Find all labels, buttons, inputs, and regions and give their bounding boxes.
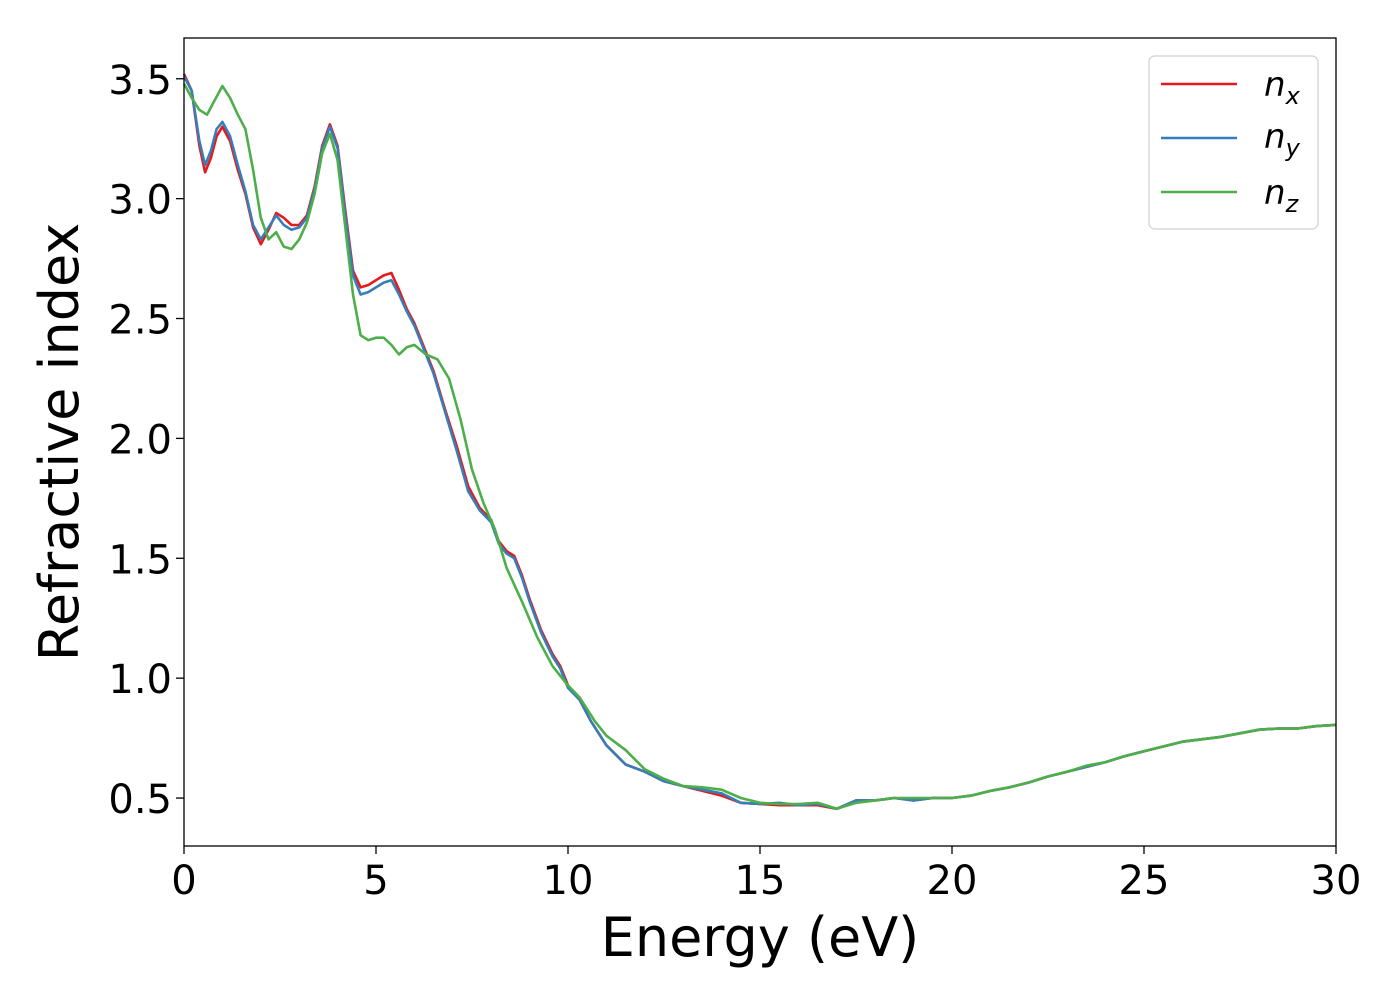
x-tick-label: 30 — [1311, 858, 1362, 904]
y-tick-label: 2.5 — [108, 298, 172, 344]
y-tick-label: 0.5 — [108, 777, 172, 823]
x-tick-label: 10 — [543, 858, 594, 904]
series-line-nz — [182, 82, 1337, 811]
y-tick-label: 2.0 — [108, 417, 172, 463]
x-tick-label: 25 — [1119, 858, 1170, 904]
legend-label-nx: nx — [1264, 65, 1301, 110]
legend-label-ny: ny — [1264, 117, 1301, 162]
y-tick-label: 3.5 — [108, 58, 172, 104]
x-axis-title: Energy (eV) — [601, 906, 920, 969]
y-tick-label: 1.0 — [108, 657, 172, 703]
y-tick-label: 1.5 — [108, 537, 172, 583]
y-axis-ticks: 0.5 1.0 1.5 2.0 2.5 3.0 3.5 — [108, 58, 184, 823]
legend: nx ny nz — [1148, 55, 1319, 230]
x-axis-ticks: 0 5 10 15 20 25 30 — [171, 846, 1361, 904]
legend-box — [1148, 55, 1319, 230]
x-tick-label: 20 — [927, 858, 978, 904]
legend-label-nz: nz — [1264, 173, 1300, 218]
y-axis-title: Refractive index — [28, 223, 91, 662]
y-tick-label: 3.0 — [108, 178, 172, 224]
x-tick-label: 15 — [735, 858, 786, 904]
x-tick-label: 5 — [363, 858, 388, 904]
x-tick-label: 0 — [171, 858, 196, 904]
series-layer — [182, 73, 1337, 811]
